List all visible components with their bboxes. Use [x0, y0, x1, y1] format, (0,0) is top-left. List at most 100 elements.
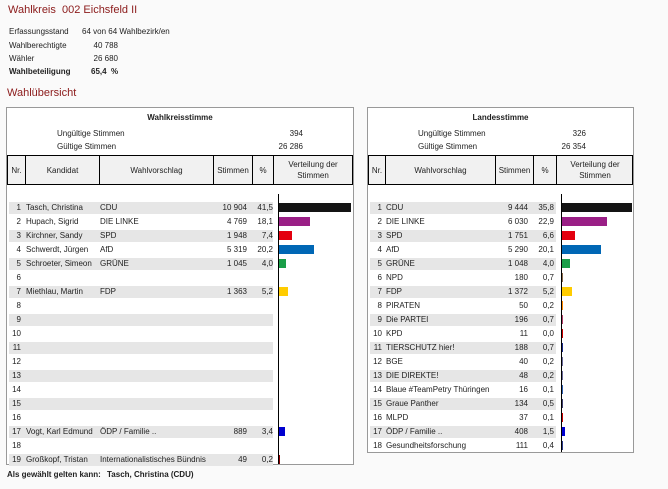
table-row: 1 Tasch, Christina CDU 10 904 41,5 — [9, 201, 353, 215]
col-wahlvorschlag: Wahlvorschlag — [386, 156, 496, 184]
cell-stimmen: 1 045 — [226, 259, 247, 268]
cell-nr: 17 — [373, 427, 382, 436]
gueltig-value: 26 354 — [561, 142, 586, 151]
table-row: 15 — [9, 397, 353, 411]
cell-nr: 14 — [12, 385, 21, 394]
cell-kandidat: Tasch, Christina — [26, 203, 83, 212]
vote-share-bar — [562, 203, 632, 212]
cell-nr: 11 — [12, 343, 21, 352]
cell-partei: DIE LINKE — [386, 217, 425, 226]
cell-pct: 6,6 — [542, 231, 554, 240]
ungueltig-value: 394 — [289, 129, 303, 138]
cell-partei: CDU — [100, 203, 118, 212]
ungueltig-label: Ungültige Stimmen — [418, 129, 486, 138]
cell-nr: 3 — [377, 231, 382, 240]
table-row: 18 — [9, 439, 353, 453]
vote-share-bar — [562, 287, 573, 296]
cell-stimmen: 5 290 — [507, 245, 528, 254]
gueltig-value: 26 286 — [278, 142, 303, 151]
vote-share-bar — [279, 287, 289, 296]
cell-pct: 0,5 — [542, 399, 554, 408]
cell-pct: 3,4 — [261, 427, 273, 436]
cell-pct: 0,0 — [542, 329, 554, 338]
cell-pct: 1,5 — [542, 427, 554, 436]
row-background — [9, 286, 273, 298]
col-nr: Nr. — [8, 156, 26, 184]
cell-nr: 14 — [373, 385, 382, 394]
table-row: 16 — [9, 411, 353, 425]
row-background — [9, 384, 273, 396]
cell-stimmen: 1 372 — [507, 287, 528, 296]
cell-pct: 0,1 — [542, 413, 554, 422]
overview-title: Wahlübersicht — [7, 87, 77, 99]
row-background — [9, 398, 273, 410]
cell-kandidat: Großkopf, Tristan — [26, 455, 88, 464]
cell-nr: 6 — [377, 273, 382, 282]
cell-nr: 1 — [16, 203, 21, 212]
cell-nr: 8 — [377, 301, 382, 310]
vote-share-bar — [279, 231, 292, 240]
table-row: 10 — [9, 327, 353, 341]
cell-nr: 9 — [377, 315, 382, 324]
row-background — [9, 272, 273, 284]
cell-nr: 18 — [12, 441, 21, 450]
cell-kandidat: Schroeter, Simeon — [26, 259, 92, 268]
landesstimme-panel: Landesstimme Ungültige Stimmen 326 Gülti… — [367, 107, 634, 453]
row-background — [9, 230, 273, 242]
cell-nr: 8 — [16, 301, 21, 310]
cell-partei: SPD — [100, 231, 117, 240]
col-kandidat: Kandidat — [26, 156, 100, 184]
cell-pct: 20,2 — [257, 245, 273, 254]
erfassung-label: Erfassungsstand — [9, 27, 69, 36]
row-background — [9, 426, 273, 438]
cell-stimmen: 134 — [514, 399, 528, 408]
cell-partei: GRÜNE — [100, 259, 129, 268]
cell-kandidat: Schwerdt, Jürgen — [26, 245, 89, 254]
table-row: 16 MLPD 37 0,1 — [370, 411, 633, 425]
cell-nr: 9 — [16, 315, 21, 324]
row-background — [9, 258, 273, 270]
cell-partei: AfD — [100, 245, 114, 254]
cell-partei: PIRATEN — [386, 301, 421, 310]
cell-kandidat: Kirchner, Sandy — [26, 231, 83, 240]
cell-partei: GRÜNE — [386, 259, 415, 268]
gueltig-label: Gültige Stimmen — [418, 142, 478, 151]
vote-share-bar — [279, 427, 285, 436]
berechtigte-value: 40 788 — [93, 41, 118, 50]
cell-partei: FDP — [100, 287, 116, 296]
cell-nr: 2 — [16, 217, 21, 226]
cell-pct: 22,9 — [538, 217, 554, 226]
table-row: 17 ÖDP / Familie .. 408 1,5 — [370, 425, 633, 439]
row-background — [9, 300, 273, 312]
cell-stimmen: 408 — [514, 427, 528, 436]
table-row: 15 Graue Panther 134 0,5 — [370, 397, 633, 411]
cell-stimmen: 49 — [238, 455, 247, 464]
cell-kandidat: Hupach, Sigrid — [26, 217, 79, 226]
cell-nr: 6 — [16, 273, 21, 282]
table-row: 4 Schwerdt, Jürgen AfD 5 319 20,2 — [9, 243, 353, 257]
cell-pct: 18,1 — [257, 217, 273, 226]
table-row: 3 SPD 1 751 6,6 — [370, 229, 633, 243]
cell-partei: BGE — [386, 357, 403, 366]
cell-nr: 17 — [12, 427, 21, 436]
cell-pct: 7,4 — [261, 231, 273, 240]
ungueltig-label: Ungültige Stimmen — [57, 129, 125, 138]
row-background — [9, 202, 273, 214]
gueltig-label: Gültige Stimmen — [57, 142, 117, 151]
row-background — [9, 314, 273, 326]
vote-share-bar — [279, 259, 286, 268]
vote-share-bar — [279, 455, 280, 464]
cell-nr: 12 — [12, 357, 21, 366]
table-row: 11 TIERSCHUTZ hier! 188 0,7 — [370, 341, 633, 355]
berechtigte-label: Wahlberechtigte — [9, 41, 67, 50]
wahlkreis-name: 002 Eichsfeld II — [62, 4, 138, 16]
table-row: 5 Schroeter, Simeon GRÜNE 1 045 4,0 — [9, 257, 353, 271]
cell-pct: 0,2 — [261, 455, 273, 464]
vote-share-bar — [562, 315, 564, 324]
cell-nr: 4 — [16, 245, 21, 254]
cell-partei: DIE DIREKTE! — [386, 371, 439, 380]
cell-nr: 13 — [12, 371, 21, 380]
cell-nr: 5 — [16, 259, 21, 268]
table-row: 2 DIE LINKE 6 030 22,9 — [370, 215, 633, 229]
row-background — [370, 258, 556, 270]
